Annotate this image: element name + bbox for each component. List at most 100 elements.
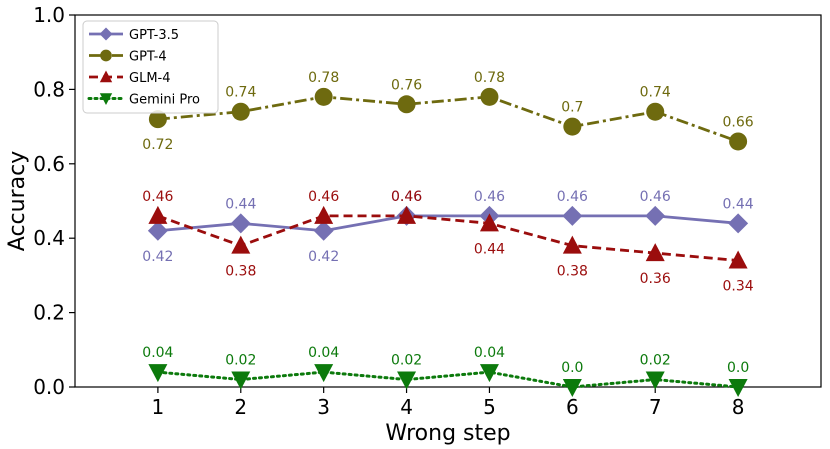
data-point (728, 213, 749, 234)
x-tick-label: 6 (566, 395, 579, 419)
legend-marker-shape (100, 49, 112, 62)
x-axis-title: Wrong step (385, 421, 510, 446)
x-tick-label: 2 (234, 395, 247, 419)
data-label: 0.78 (474, 70, 505, 86)
data-label: 0.74 (640, 85, 671, 101)
data-point (314, 87, 333, 106)
data-label: 0.36 (640, 271, 671, 287)
data-label: 0.04 (308, 345, 339, 361)
series-glm-4: 0.46 0.38 0.46 0.46 0.44 0.38 0.36 0.34 (142, 189, 753, 295)
data-point (148, 205, 168, 224)
data-label: 0.38 (557, 264, 588, 280)
data-label: 0.46 (142, 189, 173, 205)
y-tick-label: 0.6 (33, 152, 65, 176)
data-label: 0.44 (723, 196, 754, 212)
data-point (231, 371, 251, 390)
y-axis-title: Accuracy (5, 151, 30, 251)
data-point (562, 379, 582, 397)
data-point (645, 243, 665, 262)
y-tick-label: 1.0 (33, 3, 65, 27)
data-point (563, 117, 582, 136)
legend-marker (99, 93, 113, 105)
series-gemini-pro: 0.04 0.02 0.04 0.02 0.04 0.0 0.02 0.0 (142, 345, 749, 397)
data-label: 0.02 (391, 353, 422, 369)
data-label: 0.0 (727, 360, 749, 376)
data-point (397, 371, 417, 390)
data-point (231, 102, 250, 121)
data-label: 0.04 (474, 345, 505, 361)
y-tick-label: 0.2 (33, 301, 65, 325)
data-label: 0.34 (723, 279, 754, 295)
legend-label: GPT-3.5 (129, 28, 179, 43)
data-point (313, 220, 334, 241)
legend-label: GPT-4 (129, 50, 167, 65)
x-tick-label: 1 (152, 395, 165, 419)
legend-label: GLM-4 (129, 71, 171, 86)
data-point (148, 364, 168, 383)
legend-marker-shape (99, 27, 113, 41)
data-point (479, 213, 499, 232)
legend-marker (99, 70, 113, 83)
data-point (148, 110, 167, 129)
data-point (728, 379, 748, 397)
legend-label: Gemini Pro (129, 93, 200, 108)
data-label: 0.46 (557, 189, 588, 205)
data-label: 0.46 (308, 189, 339, 205)
data-label: 0.76 (391, 77, 422, 93)
data-point (397, 95, 416, 114)
data-label: 0.0 (561, 360, 583, 376)
data-point (645, 371, 665, 390)
series-line (157, 214, 739, 262)
data-point (729, 132, 748, 151)
data-point (728, 250, 748, 269)
data-label: 0.46 (474, 189, 505, 205)
data-label: 0.46 (640, 189, 671, 205)
y-tick-label: 0.0 (33, 375, 65, 399)
data-point (645, 205, 666, 226)
legend-box (82, 20, 219, 114)
y-tick-label: 0.8 (33, 77, 65, 101)
series-line (157, 214, 739, 233)
data-label: 0.44 (474, 241, 505, 257)
x-tick-label: 8 (732, 395, 745, 419)
data-label: 0.44 (225, 196, 256, 212)
data-point (230, 213, 251, 234)
x-tick-label: 4 (400, 395, 413, 419)
x-tick-label: 3 (317, 395, 330, 419)
series-gpt-4: 0.72 0.74 0.78 0.76 0.78 0.7 0.74 0.66 (142, 70, 753, 153)
y-axis: 0.0 0.2 0.4 0.6 0.8 1.0 (33, 3, 75, 399)
data-point (314, 364, 334, 383)
data-label: 0.42 (308, 249, 339, 265)
data-point (646, 102, 665, 121)
data-label: 0.04 (142, 345, 173, 361)
data-label: 0.46 (391, 189, 422, 205)
data-point (147, 220, 168, 241)
data-label: 0.38 (225, 264, 256, 280)
data-point (314, 205, 334, 224)
data-label: 0.74 (225, 85, 256, 101)
legend-marker-shape (99, 93, 113, 105)
data-point (397, 205, 417, 224)
data-label: 0.46 (391, 189, 422, 205)
data-point (562, 205, 583, 226)
legend: GPT-3.5 GPT-4 GLM-4 Gemini Pro (82, 20, 219, 114)
data-label: 0.02 (640, 353, 671, 369)
legend-marker (100, 49, 112, 62)
data-point (479, 364, 499, 383)
data-point (231, 235, 251, 254)
x-tick-label: 7 (649, 395, 662, 419)
data-label: 0.66 (723, 114, 754, 130)
data-label: 0.02 (225, 353, 256, 369)
series-layer: 0.42 0.44 0.42 0.46 0.46 0.46 0.46 0.44 0.72 0.74… (142, 70, 754, 397)
series-line (157, 95, 739, 143)
series-line (156, 370, 740, 389)
data-label: 0.72 (142, 137, 173, 153)
data-label: 0.42 (142, 249, 173, 265)
legend-marker-shape (99, 70, 113, 83)
data-point (480, 87, 499, 106)
x-axis: 1 2 3 4 5 6 7 8 (152, 387, 745, 419)
data-label: 0.78 (308, 70, 339, 86)
legend-marker (99, 27, 113, 41)
data-label: 0.7 (561, 100, 583, 116)
